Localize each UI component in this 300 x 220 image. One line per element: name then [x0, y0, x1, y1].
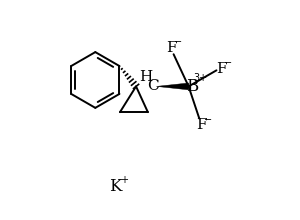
Text: C: C: [147, 79, 159, 94]
Text: B: B: [186, 78, 198, 95]
Text: F: F: [216, 62, 226, 76]
Polygon shape: [156, 83, 189, 90]
Text: −: −: [224, 58, 232, 68]
Text: K: K: [110, 178, 122, 195]
Text: H: H: [140, 70, 153, 84]
Text: F: F: [166, 41, 177, 55]
Text: 3+: 3+: [193, 73, 208, 83]
Text: −: −: [174, 37, 182, 48]
Text: +: +: [120, 175, 128, 185]
Text: −: −: [204, 115, 212, 125]
Text: F: F: [196, 118, 207, 132]
